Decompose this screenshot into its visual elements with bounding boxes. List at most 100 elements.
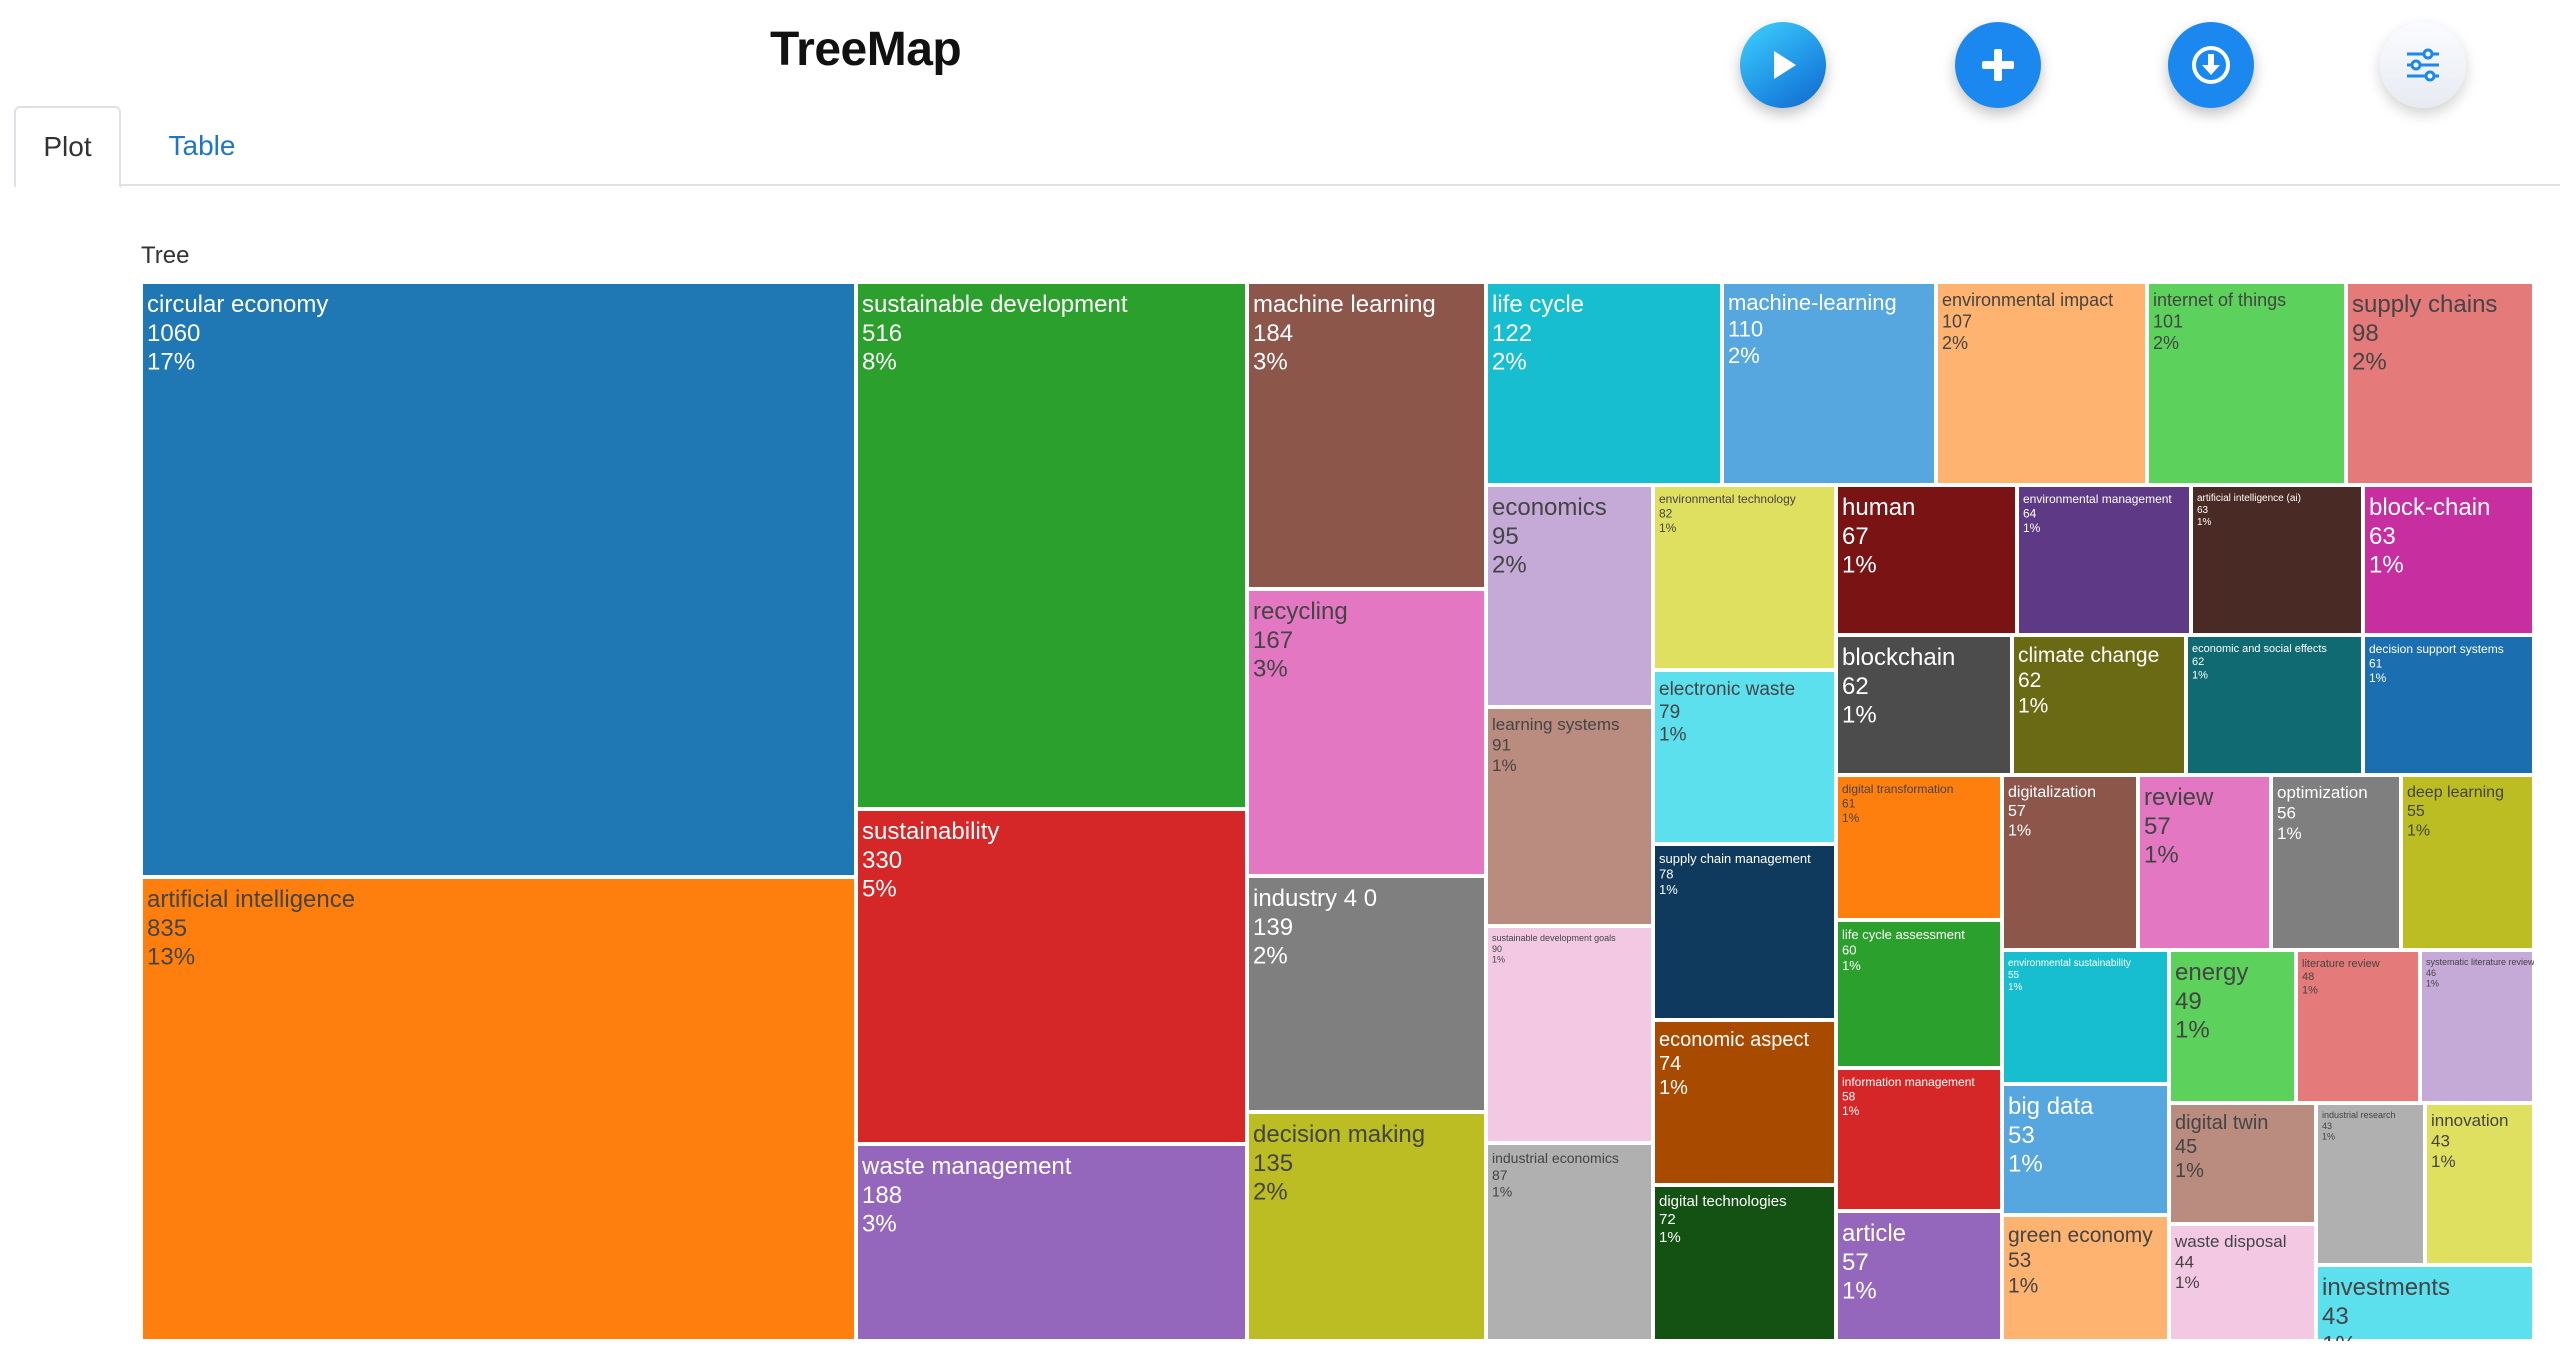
tile-value: 98: [2352, 320, 2379, 347]
tile-label: life cycle: [1492, 291, 1584, 318]
tile-percent: 1%: [1842, 958, 1861, 973]
tile-value: 63: [2369, 523, 2396, 550]
treemap-tile-deep-learning[interactable]: deep learning 55 1%: [2399, 773, 2534, 952]
tile-label: optimization: [2277, 783, 2368, 802]
download-button[interactable]: [2168, 22, 2254, 108]
tile-label: economics: [1492, 494, 1607, 521]
tile-value: 67: [1842, 523, 1869, 550]
tile-rect: [2361, 633, 2534, 777]
tile-label: industry 4 0: [1253, 885, 1377, 912]
tile-percent: 1%: [1842, 1278, 1877, 1305]
tile-label: sustainable development goals: [1492, 933, 1616, 943]
tile-rect: [2000, 948, 2171, 1086]
tile-value: 184: [1253, 320, 1293, 347]
tile-rect: [2361, 483, 2534, 637]
tile-label: investments: [2322, 1274, 2450, 1301]
tile-rect: [2000, 773, 2140, 952]
tile-percent: 1%: [2322, 1132, 2335, 1142]
tile-rect: [2294, 948, 2422, 1105]
tile-percent: 1%: [2018, 694, 2048, 717]
tile-rect: [2010, 633, 2188, 777]
settings-button[interactable]: [2380, 22, 2466, 108]
tile-label: blockchain: [1842, 644, 1955, 671]
tile-value: 79: [1659, 702, 1680, 723]
page-title: TreeMap: [770, 23, 962, 76]
tile-label: economic aspect: [1659, 1029, 1810, 1051]
play-button[interactable]: [1740, 22, 1826, 108]
tile-value: 45: [2175, 1136, 2197, 1158]
download-icon: [2192, 46, 2230, 84]
tile-percent: 1%: [2431, 1152, 2456, 1171]
tile-value: 49: [2175, 988, 2202, 1015]
tile-rect: [2167, 948, 2298, 1105]
tile-percent: 1%: [1842, 552, 1877, 579]
tile-percent: 1%: [2369, 552, 2404, 579]
tile-label: digitalization: [2008, 784, 2096, 801]
treemap-tile-artificial-intelligence-ai[interactable]: artificial intelligence (ai)631%: [2189, 483, 2365, 637]
tile-percent: 1%: [2175, 1160, 2204, 1182]
tile-percent: 1%: [2008, 1274, 2038, 1297]
tab-plot[interactable]: Plot: [14, 106, 121, 188]
tile-value: 101: [2153, 312, 2183, 332]
tile-label: artificial intelligence: [147, 886, 355, 913]
tile-percent: 1%: [1659, 1229, 1681, 1246]
tile-percent: 1%: [2277, 824, 2302, 843]
treemap-tile-digitalization[interactable]: digitalization 57 1%: [2000, 773, 2140, 952]
tile-value: 78: [1659, 867, 1673, 882]
tile-label: systematic literature review: [2426, 957, 2534, 967]
tile-label: block-chain: [2369, 494, 2490, 521]
tile-label: decision making: [1253, 1121, 1425, 1148]
tab-table[interactable]: Table: [168, 130, 236, 161]
tile-value: 57: [2144, 813, 2171, 840]
add-button[interactable]: [1955, 22, 2041, 108]
